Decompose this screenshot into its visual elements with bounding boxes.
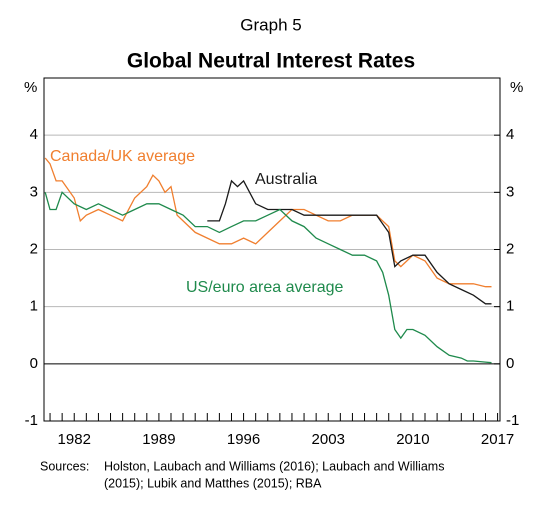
y-tick-label: -1 — [25, 412, 38, 429]
y-axis-label: % — [24, 79, 37, 96]
x-tick-label: 2010 — [396, 431, 429, 448]
y2-tick-label: 0 — [506, 355, 514, 372]
series-line — [44, 191, 492, 364]
y2-tick-label: 2 — [506, 240, 514, 257]
plot-frame — [43, 77, 501, 422]
y-tick-label: 1 — [30, 298, 38, 315]
sources-line: Holston, Laubach and Williams (2016); La… — [104, 459, 444, 473]
y-tick-label: 4 — [30, 126, 38, 143]
y2-tick-label: -1 — [506, 412, 519, 429]
series-label: Australia — [255, 171, 317, 188]
chart-supertitle: Graph 5 — [240, 15, 301, 34]
x-tick-label: 2003 — [312, 431, 345, 448]
y2-tick-label: 4 — [506, 126, 514, 143]
series-label: Canada/UK average — [50, 148, 195, 165]
y-tick-label: 0 — [30, 355, 38, 372]
series-line — [207, 179, 492, 305]
y2-tick-label: 1 — [506, 298, 514, 315]
sources-label: Sources: — [40, 459, 89, 473]
x-tick-label: 2017 — [481, 431, 514, 448]
x-tick-label: 1996 — [227, 431, 260, 448]
y2-axis-label: % — [510, 79, 523, 96]
series-label: US/euro area average — [186, 279, 344, 296]
chart-title: Global Neutral Interest Rates — [127, 50, 415, 73]
y2-tick-label: 3 — [506, 183, 514, 200]
series-line — [44, 157, 492, 288]
x-tick-label: 1989 — [142, 431, 175, 448]
sources-line: (2015); Lubik and Matthes (2015); RBA — [104, 476, 322, 490]
y-tick-label: 3 — [30, 183, 38, 200]
y-tick-label: 2 — [30, 240, 38, 257]
x-tick-label: 1982 — [58, 431, 91, 448]
